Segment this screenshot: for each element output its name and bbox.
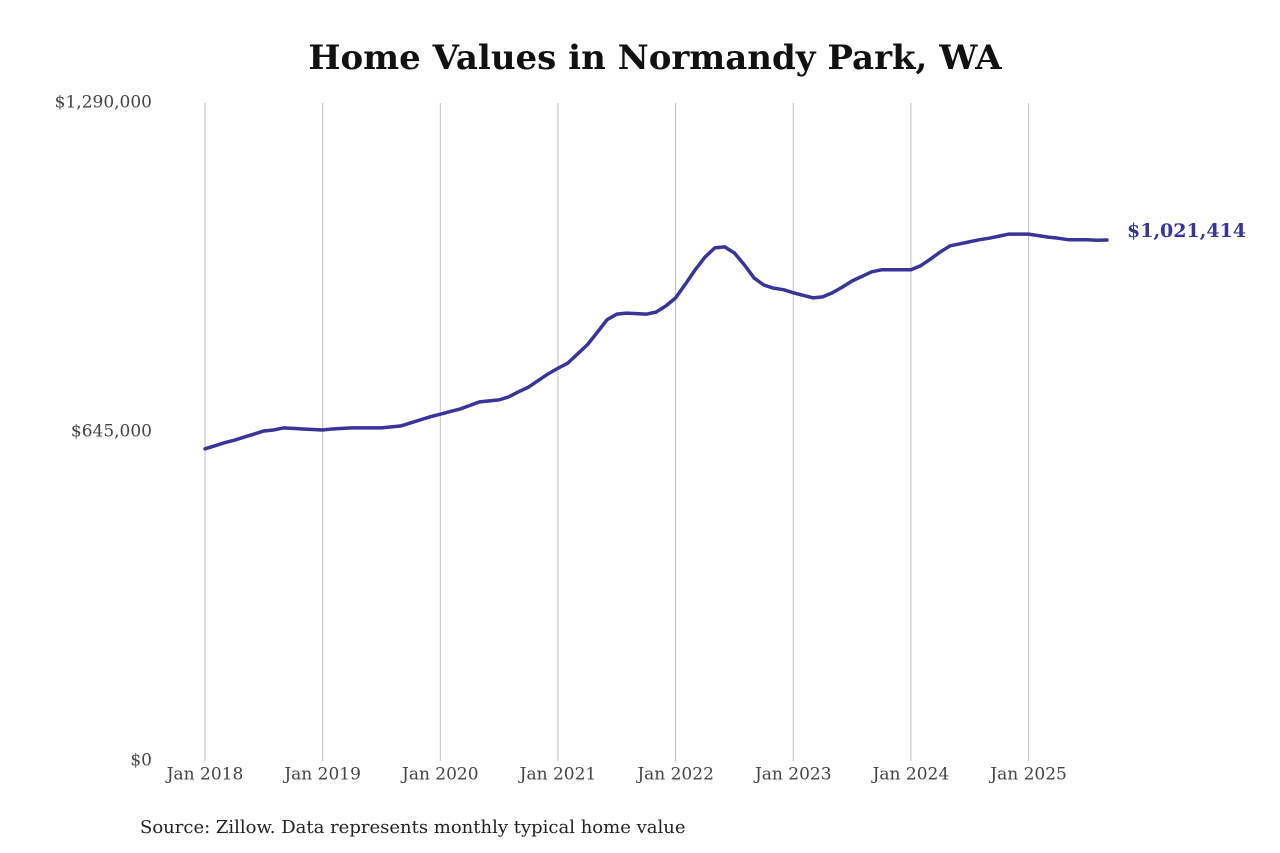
- value-label: $1,021,414: [1127, 220, 1246, 242]
- y-tick-label: $0: [130, 751, 152, 771]
- x-tick-label: Jan 2022: [635, 765, 714, 785]
- y-tick-label: $645,000: [71, 422, 152, 442]
- y-tick-label: $1,290,000: [55, 93, 152, 113]
- chart-title: Home Values in Normandy Park, WA: [308, 38, 1002, 78]
- x-tick-label: Jan 2024: [871, 765, 950, 785]
- source-note: Source: Zillow. Data represents monthly …: [140, 817, 686, 838]
- x-tick-label: Jan 2025: [988, 765, 1067, 785]
- line: [203, 232, 1109, 451]
- x-tick-label: Jan 2023: [753, 765, 832, 785]
- x-tick-label: Jan 2020: [400, 765, 479, 785]
- x-tick-label: Jan 2018: [165, 765, 244, 785]
- x-tick-label: Jan 2019: [282, 765, 361, 785]
- x-tick-label: Jan 2021: [518, 765, 597, 785]
